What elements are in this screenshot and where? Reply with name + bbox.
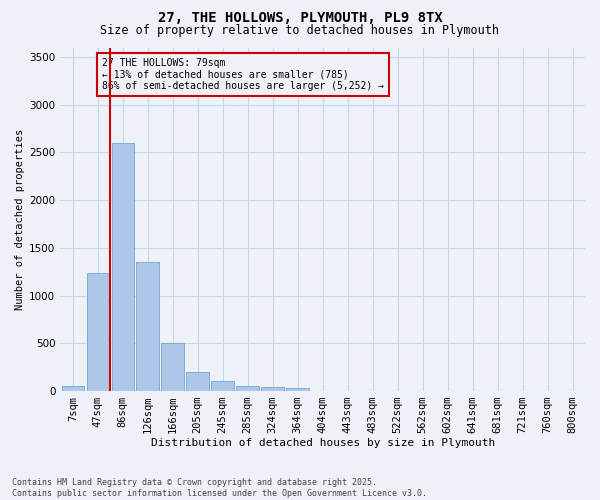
Bar [262,386,284,391]
Bar [161,344,184,391]
Bar [187,372,209,391]
Bar [211,382,234,391]
Bar [86,272,109,391]
Bar [286,388,309,391]
Text: Size of property relative to detached houses in Plymouth: Size of property relative to detached ho… [101,24,499,37]
Bar [62,386,84,391]
Text: 27, THE HOLLOWS, PLYMOUTH, PL9 8TX: 27, THE HOLLOWS, PLYMOUTH, PL9 8TX [158,11,442,25]
Y-axis label: Number of detached properties: Number of detached properties [15,128,25,310]
Bar [236,386,259,391]
Text: Contains HM Land Registry data © Crown copyright and database right 2025.
Contai: Contains HM Land Registry data © Crown c… [12,478,427,498]
X-axis label: Distribution of detached houses by size in Plymouth: Distribution of detached houses by size … [151,438,495,448]
Bar [112,143,134,391]
Bar [136,262,159,391]
Text: 27 THE HOLLOWS: 79sqm
← 13% of detached houses are smaller (785)
86% of semi-det: 27 THE HOLLOWS: 79sqm ← 13% of detached … [102,58,384,91]
